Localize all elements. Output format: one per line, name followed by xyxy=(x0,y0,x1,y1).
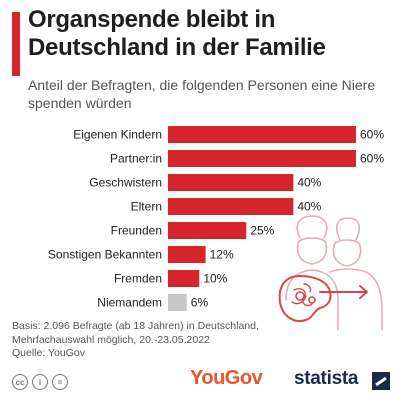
title-accent-bar xyxy=(12,12,20,76)
category-label: Sonstigen Bekannten xyxy=(48,248,162,262)
category-label: Partner:in xyxy=(110,152,162,166)
chart-subtitle: Anteil der Befragten, die folgenden Pers… xyxy=(28,77,376,111)
value-label: 25% xyxy=(250,224,274,238)
bar xyxy=(168,198,294,215)
category-label: Eltern xyxy=(131,200,162,214)
yougov-logo: YouGov xyxy=(190,367,263,389)
value-label: 60% xyxy=(360,152,384,166)
value-label: 60% xyxy=(360,128,384,142)
category-label: Niemandem xyxy=(97,296,162,310)
category-label: Geschwistern xyxy=(89,176,162,190)
bar xyxy=(168,246,206,263)
value-label: 10% xyxy=(203,272,227,286)
value-label: 40% xyxy=(297,176,321,190)
chart-title: Organspende bleibt in Deutschland in der… xyxy=(28,6,326,61)
basis-line-1: Basis: 2.096 Befragte (ab 18 Jahren) in … xyxy=(12,320,259,332)
kidney-donation-people-icon xyxy=(278,215,383,331)
attribution-icon: i xyxy=(32,374,48,390)
statista-logo: statista xyxy=(294,368,359,389)
no-derivatives-icon: = xyxy=(52,374,68,390)
bar xyxy=(168,222,247,239)
license-icons: cc i = xyxy=(12,374,68,390)
source-line: Quelle: YouGov xyxy=(12,347,85,359)
footer-notes: Basis: 2.096 Befragte (ab 18 Jahren) in … xyxy=(12,320,312,361)
category-label: Eigenen Kindern xyxy=(73,128,162,142)
basis-line-2: Mehrfachauswahl möglich, 20.-23.05.2022 xyxy=(12,333,210,346)
creative-commons-icon: cc xyxy=(12,374,28,390)
bar xyxy=(168,150,356,167)
bar xyxy=(168,294,187,311)
category-label: Fremden xyxy=(114,272,162,286)
bar xyxy=(168,174,294,191)
category-label: Freunden xyxy=(111,224,162,238)
bar xyxy=(168,270,200,287)
bar xyxy=(168,126,356,143)
value-label: 6% xyxy=(191,296,209,310)
value-label: 12% xyxy=(210,248,234,262)
value-label: 40% xyxy=(297,200,321,214)
statista-logo-mark xyxy=(372,372,390,390)
